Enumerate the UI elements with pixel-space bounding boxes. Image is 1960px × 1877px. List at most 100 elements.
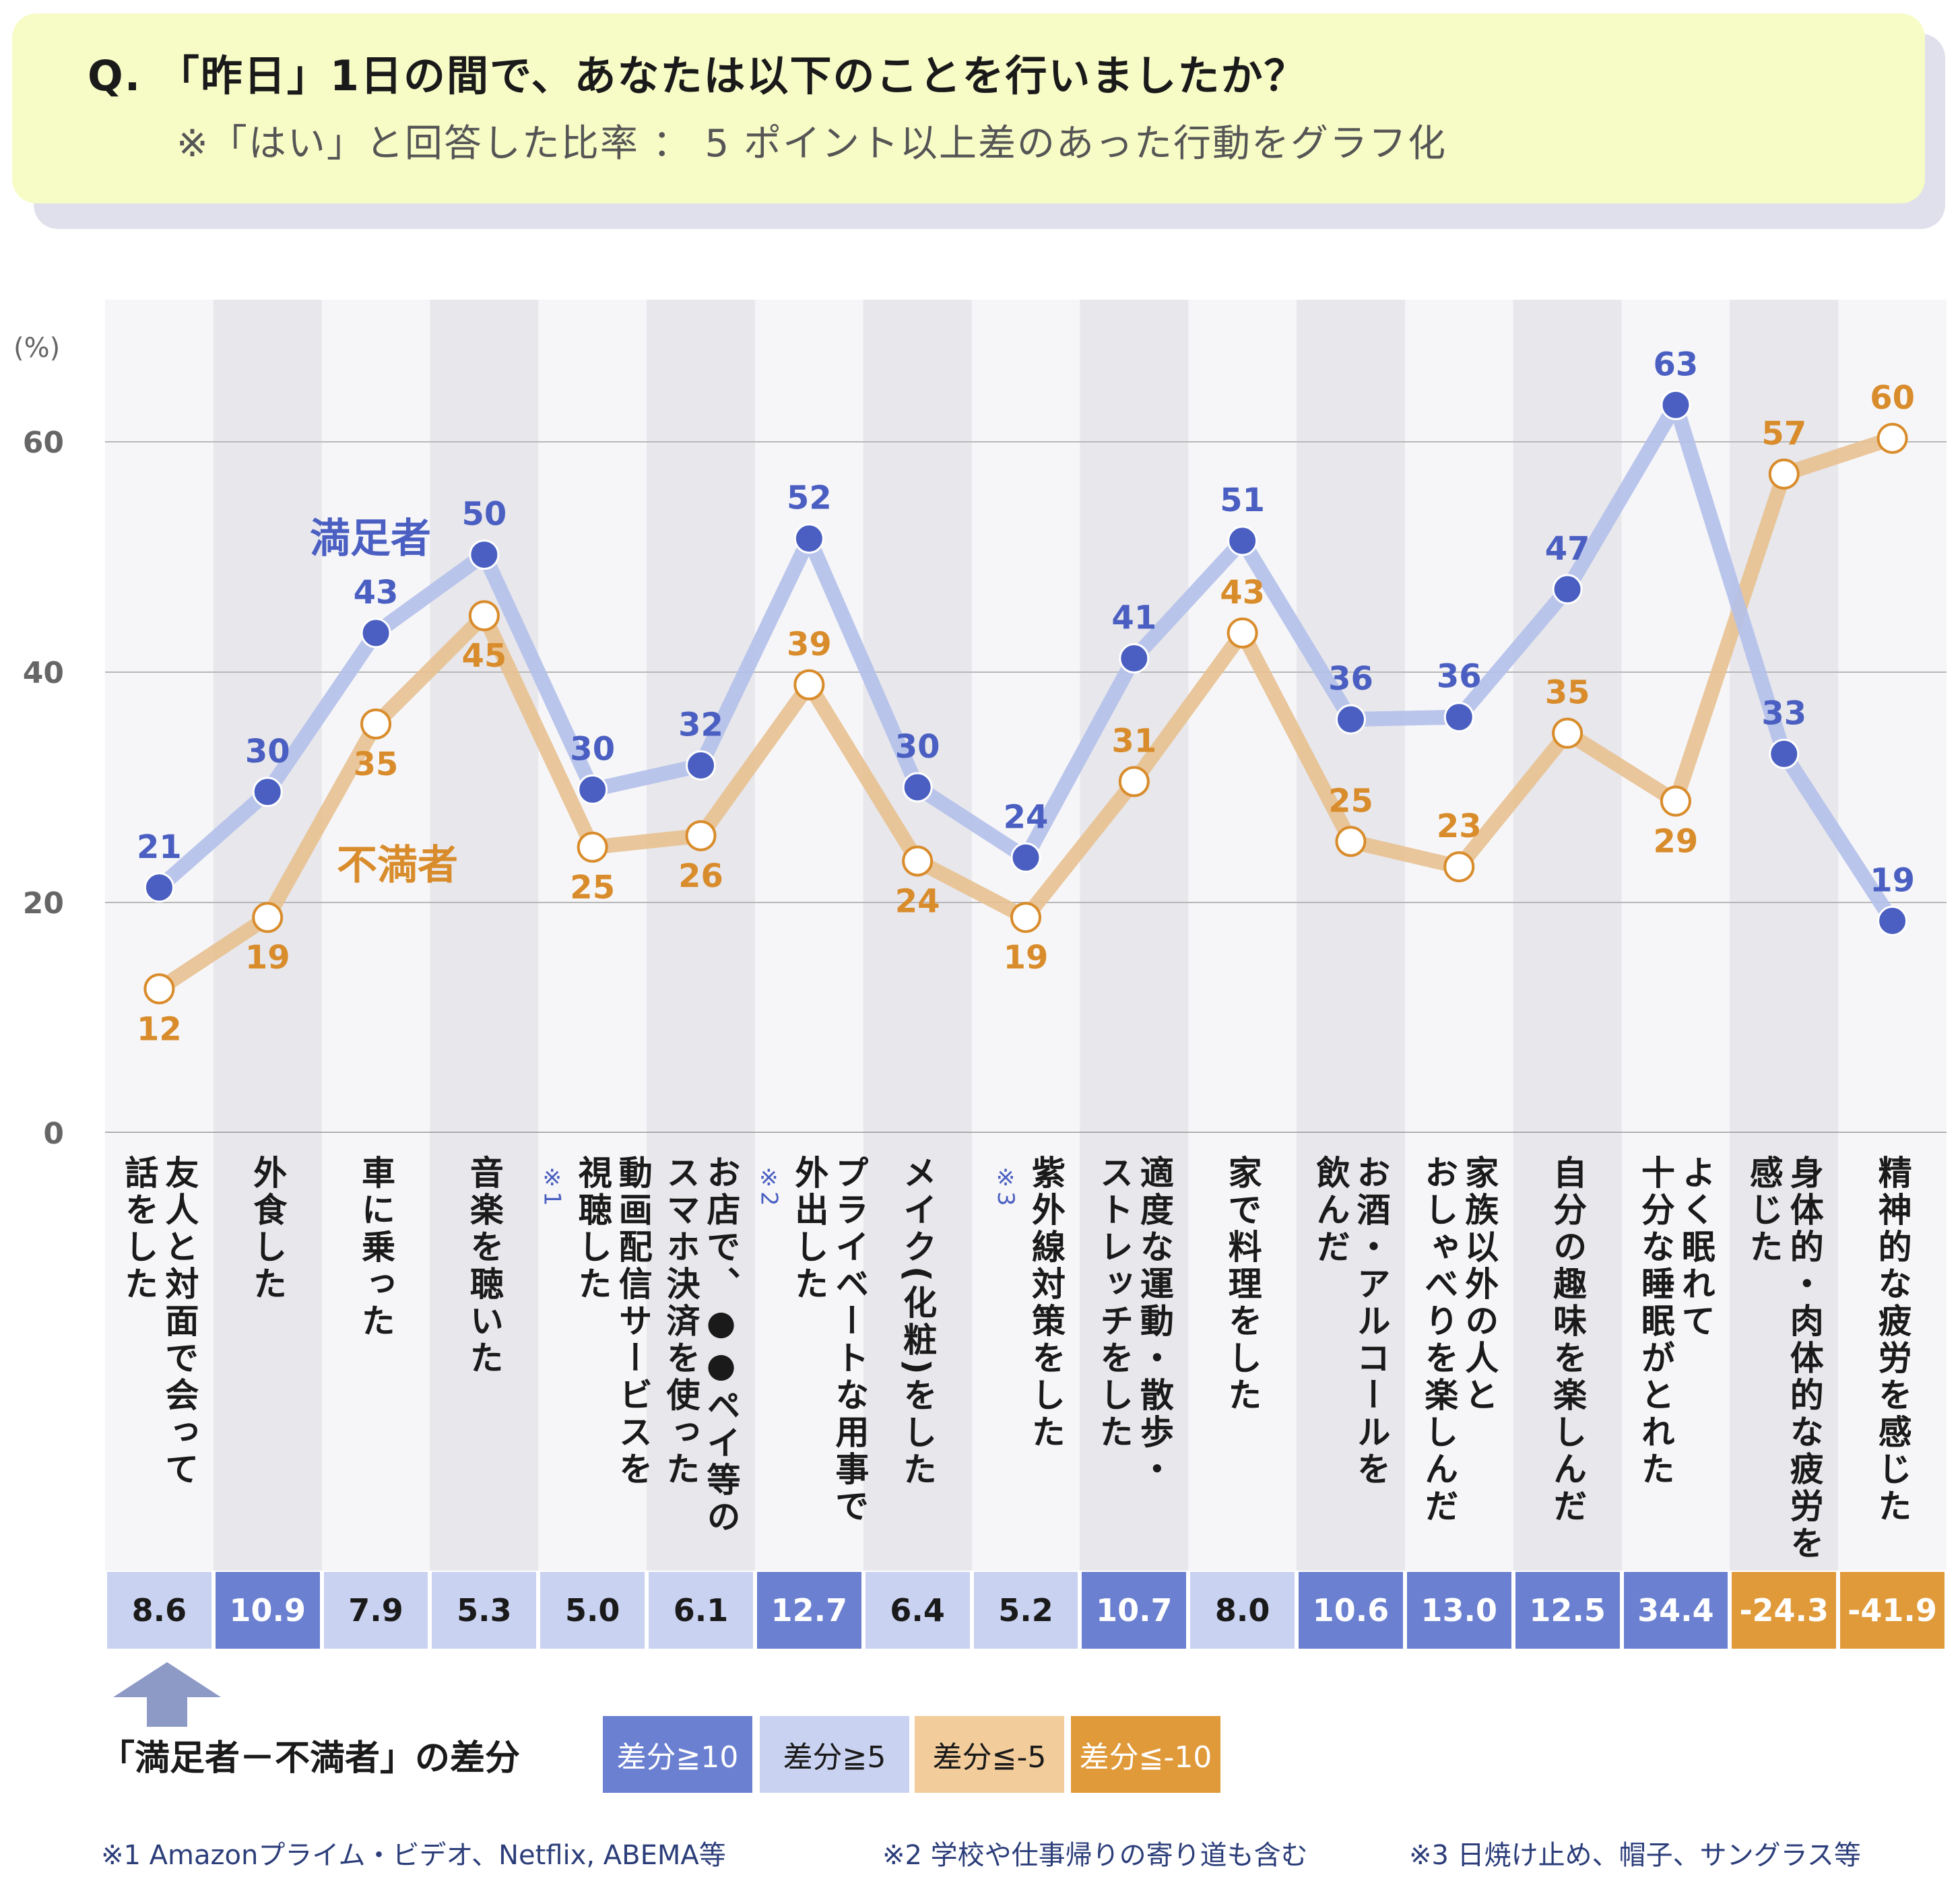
data-label-dissatisfied: 57 [1761,415,1806,453]
difference-cell: 6.4 [865,1572,970,1649]
category-label: お酒・アルコールを 飲んだ [1297,1155,1405,1546]
legend-title: 「満足者－不満者」の差分 [100,1738,521,1779]
category-label-line: 家族以外の人と [1460,1155,1499,1414]
point-dissatisfied [143,973,175,1005]
data-label-satisfied: 63 [1654,345,1699,383]
category-label-line: お酒・アルコールを [1351,1155,1391,1488]
category-label: 家で料理をした [1188,1155,1297,1546]
category-column [863,1133,972,1571]
category-label-line: おしゃべりを楽しんだ [1419,1155,1459,1525]
category-label: 家族以外の人と おしゃべりを楽しんだ [1405,1155,1513,1546]
difference-cell: 13.0 [1406,1572,1511,1649]
point-satisfied [1010,842,1041,873]
category-label-line: 視聴した ※1 [532,1155,613,1546]
difference-cell: 8.6 [107,1572,211,1649]
point-dissatisfied [1010,902,1041,933]
point-satisfied [252,777,283,808]
data-label-dissatisfied: 25 [570,869,615,907]
point-satisfied [686,750,717,781]
difference-cell: 10.9 [215,1572,320,1649]
category-label: 外食した [214,1155,322,1546]
category-label-line: 感じた [1744,1155,1784,1266]
legend-item: 差分≧10 [603,1716,752,1793]
data-label-satisfied: 43 [354,574,399,612]
point-satisfied [143,872,174,903]
column-band [430,300,539,1133]
y-tick-label: 20 [23,886,64,921]
category-label-line: 音楽を聴いた [464,1155,504,1377]
category-label: 動画配信サービスを 視聴した ※1 [538,1155,653,1546]
data-label-satisfied: 32 [678,706,723,744]
plot-background [105,300,1947,1133]
category-column [1297,1133,1405,1571]
data-label-satisfied: 36 [1437,658,1482,696]
category-label: 自分の趣味を楽しんだ [1513,1155,1622,1546]
point-satisfied [1877,905,1908,936]
footnote-3: ※3 日焼け止め、帽子、サングラス等 [1409,1840,1861,1871]
category-column [105,1133,214,1571]
data-label-satisfied: 24 [1004,798,1049,836]
category-label-line: 精神的な疲労を感じた [1872,1155,1912,1525]
category-label: お店で、●●ペイ等の スマホ決済を使った [647,1155,755,1546]
y-tick-label: 0 [43,1117,64,1151]
point-dissatisfied [1335,826,1367,857]
point-dissatisfied [468,600,500,632]
category-label-line: 友人と対面で会って [160,1155,199,1488]
footnote-1: ※1 Amazonプライム・ビデオ、Netflix, ABEMA等 [101,1840,726,1871]
category-label-line: 身体的・肉体的な疲労を [1784,1155,1824,1562]
category-note: ※1 [538,1164,566,1206]
category-label-line: 話をした [119,1155,159,1303]
category-label: 精神的な疲労を感じた [1838,1155,1947,1546]
difference-cell: 6.1 [649,1572,753,1649]
category-label-line: よく眠れて [1676,1155,1716,1340]
data-label-satisfied: 47 [1545,530,1590,568]
point-dissatisfied [1443,851,1475,882]
category-column [430,1133,539,1571]
point-satisfied [360,618,391,649]
difference-cell: 10.6 [1299,1572,1403,1649]
category-column [1730,1133,1839,1571]
category-column [1404,1133,1513,1571]
data-label-satisfied: 30 [895,728,940,766]
category-label: よく眠れて 十分な睡眠がとれた [1622,1155,1730,1546]
category-column [1188,1133,1297,1571]
series-name-dissatisfied: 不満者 [337,842,458,889]
difference-cell: 5.2 [973,1572,1078,1649]
y-tick-label: 40 [23,656,64,690]
column-band [1730,300,1839,1133]
difference-cell: 10.7 [1082,1572,1187,1649]
category-label: 友人と対面で会って 話をした [105,1155,214,1546]
point-satisfied [1660,389,1691,420]
point-satisfied [1552,574,1583,605]
data-label-satisfied: 41 [1111,599,1156,636]
category-label: 音楽を聴いた [430,1155,538,1546]
category-label-line: 紫外線対策をした ※3 [985,1155,1066,1546]
point-dissatisfied [1118,766,1150,797]
point-satisfied [1227,525,1258,556]
data-label-satisfied: 33 [1761,694,1806,732]
question-title: Q. 「昨日」1日の間で、あなたは以下のことを行いましたか？ [88,51,1307,100]
category-label-line: 外出した ※2 [748,1155,829,1546]
column-band [1513,300,1622,1133]
point-satisfied [793,523,824,554]
difference-cell: -24.3 [1732,1572,1837,1649]
category-label-line: スマホ決済を使った [661,1155,700,1488]
category-label-line: 十分な睡眠がとれた [1635,1155,1675,1488]
category-label-line: 家で料理をした [1222,1155,1262,1414]
category-label-line: 動画配信サービスを [613,1155,653,1488]
difference-cell: 12.5 [1515,1572,1620,1649]
data-label-dissatisfied: 24 [895,882,940,920]
data-label-satisfied: 36 [1328,660,1373,698]
difference-cell: 8.0 [1190,1572,1295,1649]
category-column [1513,1133,1622,1571]
category-column [1838,1133,1947,1571]
data-label-satisfied: 30 [245,733,290,770]
point-satisfied [577,774,608,805]
data-label-dissatisfied: 23 [1437,808,1482,845]
category-note: ※3 [991,1164,1019,1206]
category-label-line: ストレッチをした [1094,1155,1134,1451]
series-name-satisfied: 満足者 [310,515,431,562]
data-label-dissatisfied: 39 [787,626,832,663]
data-label-dissatisfied: 45 [461,637,507,675]
category-label-line: 外食した [248,1155,288,1303]
